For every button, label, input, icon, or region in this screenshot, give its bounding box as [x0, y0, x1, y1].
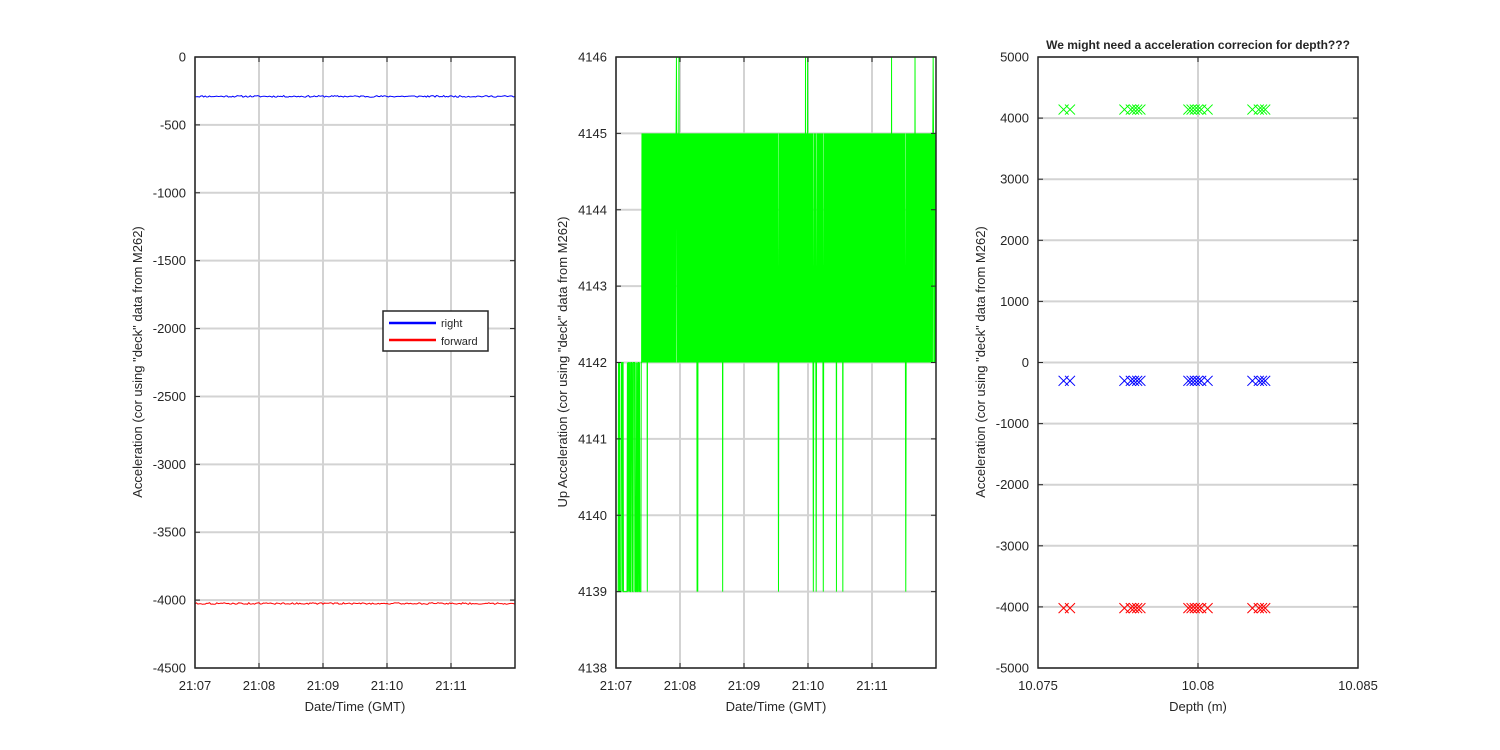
y-tick-label: 1000 — [1000, 294, 1029, 309]
x-tick-label: 10.075 — [1018, 678, 1058, 693]
right-x-axis-label: Depth (m) — [1169, 699, 1227, 714]
series-line-right — [194, 94, 516, 98]
y-tick-label: -5000 — [996, 661, 1029, 676]
y-tick-label: 4142 — [578, 355, 607, 370]
middle-ticks: 21:07 21:08 21:09 21:10 21:11 4138 4139 4140 414… — [578, 50, 936, 693]
series-line-forward — [194, 602, 516, 605]
y-tick-label: 4140 — [578, 508, 607, 523]
x-tick-label: 10.08 — [1182, 678, 1215, 693]
x-tick-label: 21:07 — [179, 678, 212, 693]
left-axes-box — [194, 56, 516, 669]
x-tick-label: 21:09 — [307, 678, 340, 693]
y-tick-label: -3000 — [153, 457, 186, 472]
y-tick-label: -4500 — [153, 661, 186, 676]
y-tick-label: -3000 — [996, 538, 1029, 553]
scatter-marker-x — [1064, 375, 1076, 387]
y-tick-label: -1500 — [153, 253, 186, 268]
middle-y-axis-label: Up Acceleration (cor using "deck" data f… — [555, 216, 570, 507]
scatter-marker-x — [1202, 375, 1213, 387]
right-axes-box — [1037, 56, 1359, 669]
y-tick-label: 0 — [1022, 355, 1029, 370]
scatter-marker-x — [1259, 602, 1271, 614]
scatter-marker-x — [1064, 602, 1076, 614]
middle-panel: 21:07 21:08 21:09 21:10 21:11 4138 4139 4140 414… — [555, 50, 937, 714]
scatter-marker-x — [1256, 375, 1268, 387]
x-tick-label: 21:11 — [856, 678, 888, 693]
scatter-marker-x — [1131, 602, 1143, 614]
x-tick-label: 21:08 — [243, 678, 276, 693]
x-tick-label: 21:11 — [435, 678, 467, 693]
y-tick-label: -1000 — [153, 185, 186, 200]
y-tick-label: -500 — [160, 117, 186, 132]
middle-axes-box — [615, 56, 937, 669]
left-panel: 21:07 21:08 21:09 21:10 21:11 0 -500 -1000 -1500… — [130, 50, 516, 714]
scatter-marker-x — [1192, 602, 1204, 614]
y-tick-label: -4000 — [153, 593, 186, 608]
scatter-marker-x — [1064, 104, 1076, 115]
left-plot-background — [195, 57, 515, 668]
y-tick-label: -2000 — [996, 477, 1029, 492]
left-series — [194, 94, 516, 605]
y-tick-label: -3500 — [153, 525, 186, 540]
left-ticks: 21:07 21:08 21:09 21:10 21:11 0 -500 -1000 -1500… — [153, 50, 515, 693]
scatter-marker-x — [1259, 104, 1271, 115]
scatter-marker-x — [1135, 104, 1146, 115]
y-tick-label: 4139 — [578, 584, 607, 599]
scatter-marker-x — [1131, 104, 1143, 115]
scatter-marker-x — [1192, 375, 1204, 387]
right-panel: 5000 4000 3000 2000 1000 0 -1000 -2000 -3000 -400… — [973, 38, 1378, 714]
y-tick-label: 3000 — [1000, 172, 1029, 187]
y-tick-label: 5000 — [1000, 50, 1029, 65]
legend-box — [382, 310, 489, 352]
scatter-marker-x — [1202, 602, 1213, 614]
right-ticks: 5000 4000 3000 2000 1000 0 -1000 -2000 -3000 -400… — [996, 50, 1378, 694]
y-tick-label: 4000 — [1000, 111, 1029, 126]
right-chart-title: We might need a acceleration correcion f… — [1046, 38, 1350, 52]
series-line-up — [616, 56, 937, 593]
y-tick-label: -2500 — [153, 389, 186, 404]
y-tick-label: -2000 — [153, 321, 186, 336]
scatter-marker-x — [1131, 375, 1143, 387]
legend-forward-label: forward — [441, 336, 478, 348]
y-tick-label: 4141 — [578, 431, 607, 446]
y-tick-label: 4145 — [578, 126, 607, 141]
middle-series — [616, 56, 937, 593]
scatter-marker-x — [1135, 602, 1146, 614]
y-tick-label: -1000 — [996, 416, 1029, 431]
middle-x-axis-label: Date/Time (GMT) — [726, 699, 827, 714]
x-tick-label: 21:08 — [664, 678, 697, 693]
x-tick-label: 21:09 — [728, 678, 761, 693]
scatter-marker-x — [1259, 375, 1271, 387]
scatter-marker-x — [1256, 104, 1268, 115]
y-tick-label: 4138 — [578, 661, 607, 676]
left-x-axis-label: Date/Time (GMT) — [305, 699, 406, 714]
scatter-marker-x — [1202, 104, 1213, 115]
x-tick-label: 21:10 — [792, 678, 825, 693]
scatter-marker-x — [1192, 104, 1204, 115]
x-tick-label: 21:10 — [371, 678, 404, 693]
x-tick-label: 10.085 — [1338, 678, 1378, 693]
legend-right-label: right — [441, 318, 462, 330]
scatter-marker-x — [1135, 375, 1146, 387]
scatter-marker-x — [1256, 602, 1268, 614]
x-tick-label: 21:07 — [600, 678, 633, 693]
right-y-axis-label: Acceleration (cor using "deck" data from… — [973, 226, 988, 498]
right-series — [1058, 104, 1271, 614]
y-tick-label: 4143 — [578, 279, 607, 294]
y-tick-label: -4000 — [996, 599, 1029, 614]
y-tick-label: 4146 — [578, 50, 607, 65]
left-y-axis-label: Acceleration (cor using "deck" data from… — [130, 226, 145, 498]
y-tick-label: 0 — [179, 50, 186, 65]
y-tick-label: 2000 — [1000, 233, 1029, 248]
y-tick-label: 4144 — [578, 202, 607, 217]
legend: right forward — [382, 310, 489, 352]
